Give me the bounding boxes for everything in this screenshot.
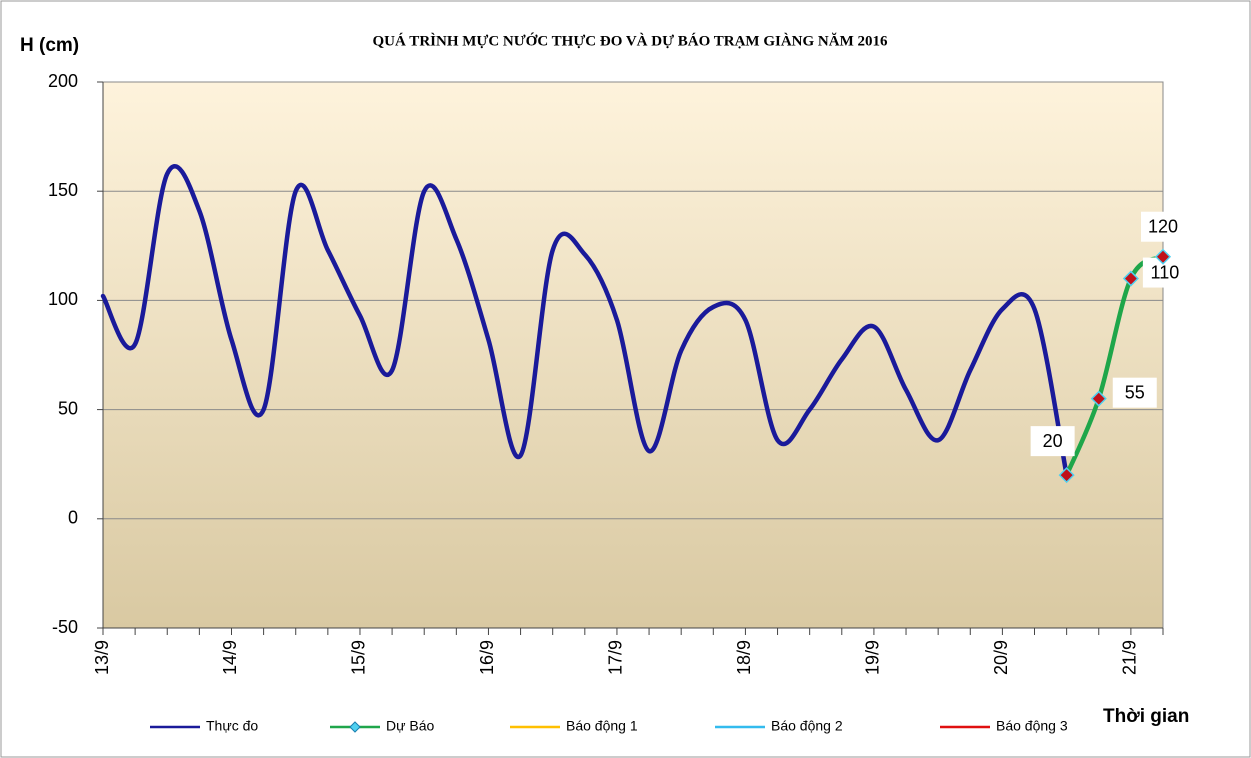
y-tick-label: 200 [48, 71, 78, 91]
x-tick-label: 13/9 [92, 640, 112, 675]
legend-label: Báo động 1 [566, 718, 638, 734]
y-axis-label: H (cm) [20, 35, 79, 56]
x-tick-label: 21/9 [1120, 640, 1140, 675]
x-axis-label: Thời gian [1103, 706, 1189, 727]
legend-label: Báo động 2 [771, 718, 843, 734]
x-tick-label: 18/9 [734, 640, 754, 675]
legend-label: Báo động 3 [996, 718, 1068, 734]
value-label: 20 [1043, 431, 1063, 451]
x-tick-label: 17/9 [606, 640, 626, 675]
y-tick-label: 50 [58, 398, 78, 418]
legend-label: Dự Báo [386, 718, 434, 734]
value-label: 110 [1151, 262, 1180, 282]
y-tick-label: 100 [48, 289, 78, 309]
value-label-box [1030, 426, 1075, 457]
y-tick-label: -50 [52, 617, 78, 637]
x-tick-label: 19/9 [863, 640, 883, 675]
forecast-marker [1122, 270, 1139, 287]
plot-area [102, 81, 1164, 629]
legend-marker [349, 721, 361, 733]
chart-title: QUÁ TRÌNH MỰC NƯỚC THỰC ĐO VÀ DỰ BÁO TRẠ… [373, 32, 888, 49]
series-line [100, 164, 1069, 478]
x-tick-label: 15/9 [349, 640, 369, 675]
x-tick-label: 20/9 [991, 640, 1011, 675]
x-tick-label: 16/9 [477, 640, 497, 675]
y-tick-label: 0 [68, 508, 78, 528]
y-tick-label: 150 [48, 180, 78, 200]
forecast-marker [1154, 248, 1172, 265]
value-label: 55 [1125, 382, 1145, 402]
legend-label: Thực đo [206, 718, 258, 734]
value-label-box [1141, 211, 1185, 242]
forecast-marker [1090, 390, 1107, 407]
x-tick-label: 14/9 [220, 640, 240, 675]
value-label-box [1112, 377, 1157, 408]
forecast-marker [1058, 467, 1075, 484]
value-label: 120 [1148, 216, 1178, 236]
